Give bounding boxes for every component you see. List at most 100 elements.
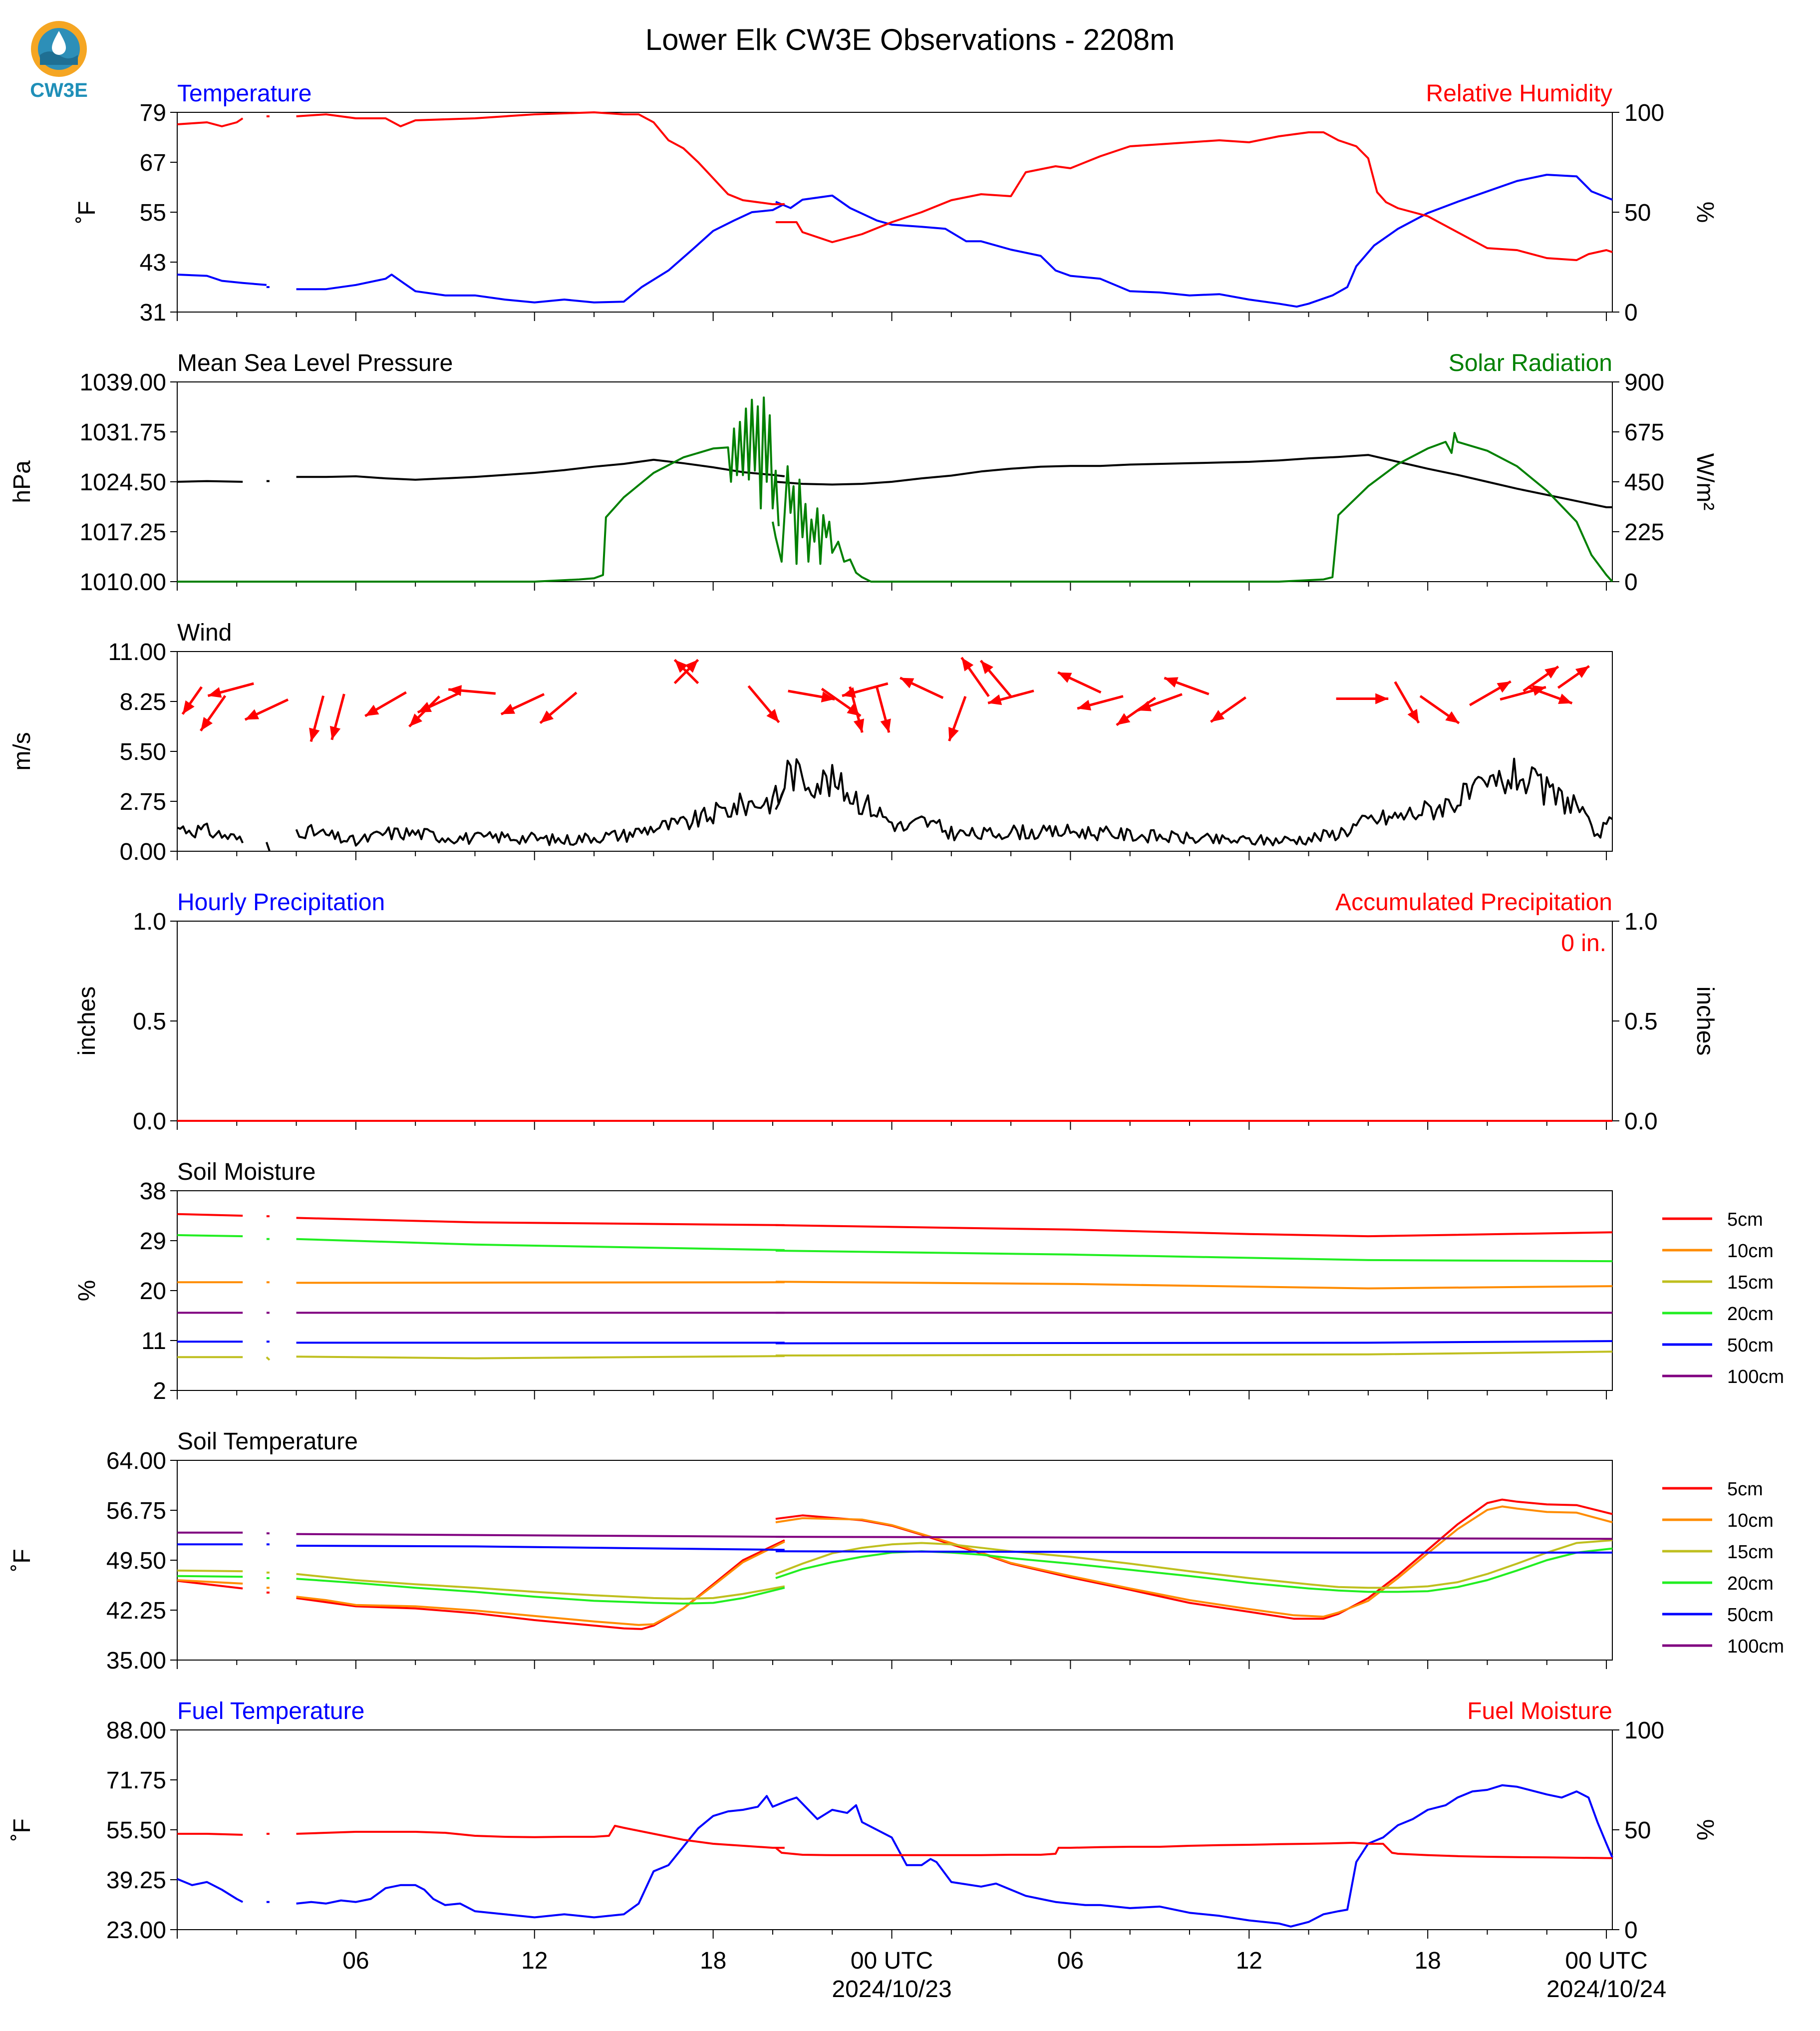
series-line-black [177,480,243,483]
panel-title-left: Fuel Temperature [177,1698,364,1724]
ytick-label-left: 71.75 [106,1767,166,1794]
wind-arrow-icon-head-icon [685,660,698,673]
panel-mslp_solar: Mean Sea Level Pressure Solar Radiation 10… [9,350,1718,596]
panel-title-right: Solar Radiation [1449,350,1612,376]
legend: 5cm 10cm 15cm 20cm 50cm 100cm [1662,1209,1784,1387]
wind-arrow-icon-head-icon [948,726,959,741]
wind-arrow-icon-head-icon [821,691,835,702]
wind-arrow-icon-head-icon [245,709,260,720]
ytick-label-left: 1031.75 [79,419,166,446]
ylabel-left: inches [74,987,100,1056]
series-line-black [295,785,786,847]
series-line-blue [775,174,1613,308]
panel-title-left: Wind [177,620,232,646]
legend-label: 50cm [1727,1335,1774,1356]
wind-arrow-icon-head-icon [961,657,974,672]
series-line-100cm [296,1533,785,1538]
ytick-label-right: 100 [1624,1717,1664,1744]
legend-label: 100cm [1727,1366,1784,1387]
series-line-50cm [775,1550,1612,1554]
wind-arrow-icon-head-icon [417,701,432,712]
series-line-10cm [296,1281,785,1284]
wind-arrow-icon-head-icon [900,677,914,688]
panel-soil_moisture: Soil Moisture 38 29 20 11 2% 5cm 10cm 15cm 20cm 50… [74,1159,1784,1404]
legend-label: 10cm [1727,1241,1774,1262]
wind-arrow-icon-head-icon [208,687,222,698]
series-line-green [771,432,1613,583]
legend-label: 20cm [1727,1573,1774,1594]
date-label: 2024/10/24 [1546,1976,1666,2003]
legend-label: 5cm [1727,1209,1763,1230]
wind-arrow-icon-head-icon [448,685,462,696]
panel-title-left: Soil Moisture [177,1159,315,1185]
plot-frame [177,651,1613,852]
wind-arrow-icon-head-icon [1407,708,1419,723]
wind-arrow-icon-head-icon [1575,666,1589,678]
ylabel-left: ˚F [9,1549,35,1571]
ylabel-right: W/m² [1692,453,1718,511]
wind-arrow-icon-head-icon [880,718,891,733]
wind-arrow-icon-head-icon [1544,667,1558,678]
date-label: 2024/10/23 [832,1976,951,2003]
ytick-label-left: 43 [140,250,166,276]
series-line-red [775,1842,1613,1859]
panel-title-right: Accumulated Precipitation [1335,889,1612,916]
ytick-label-left: 0.00 [120,839,166,865]
wind-arrow-icon-head-icon [1116,713,1131,725]
xtick-label: 06 [1057,1948,1084,1974]
series-line-black [177,822,244,844]
wind-arrow-icon-head-icon [182,700,195,714]
wind-arrow-icon-head-icon [1137,700,1152,711]
series-line-red [296,1825,785,1849]
ytick-label-right: 50 [1624,200,1651,226]
series-line-5cm [296,1217,785,1226]
series-line-red [177,117,244,127]
ytick-label-right: 1.0 [1624,909,1658,935]
ytick-label-right: 0 [1624,569,1638,596]
ytick-label-left: 49.50 [106,1548,166,1574]
legend-label: 15cm [1727,1272,1774,1293]
panel-title-left: Temperature [177,80,311,107]
series-line-black [775,757,1613,847]
wind-arrow-icon-head-icon [365,704,379,716]
wind-arrow-icon-head-icon [766,708,779,722]
wind-arrow-icon-head-icon [1497,681,1511,693]
ytick-label-left: 79 [140,100,166,126]
xtick-label: 00 UTC [1565,1948,1647,1974]
logo-text: CW3E [30,79,88,101]
panel-soil_temp: Soil Temperature 64.00 56.75 49.50 42.25 35.0… [9,1428,1784,1674]
wind-arrow-icon-head-icon [674,660,688,673]
ytick-label-left: 1024.50 [79,469,166,496]
series-line-15cm [775,1351,1613,1356]
panel-title-left: Hourly Precipitation [177,889,385,916]
ytick-label-left: 5.50 [120,739,166,765]
ytick-label-left: 67 [140,150,166,176]
series-line-20cm [775,1250,1613,1263]
ytick-label-left: 55 [140,200,166,226]
series-line-10cm [296,1541,785,1626]
series-line-10cm [177,1579,243,1585]
plot-frame [177,112,1613,313]
series-line-blue [296,1784,1613,1928]
ytick-label-right: 675 [1624,419,1664,446]
ytick-label-left: 88.00 [106,1717,166,1744]
panel-precip: Hourly Precipitation Accumulated Precipit… [74,889,1718,1135]
wind-arrow-icon-head-icon [201,717,213,731]
plot-frame [177,1729,1613,1930]
wind-arrow-icon-head-icon [980,661,993,675]
wind-arrow-icon-head-icon [1558,693,1572,704]
series-line-blue [177,274,267,286]
ytick-label-right: 0 [1624,1917,1638,1944]
ylabel-right: % [1692,1819,1718,1841]
figure-title: Lower Elk CW3E Observations - 2208m [645,23,1175,56]
series-line-50cm [296,1545,785,1551]
ytick-label-left: 55.50 [106,1817,166,1844]
wind-arrow-icon-head-icon [501,703,516,714]
plot-frame [177,1460,1613,1661]
ytick-label-left: 23.00 [106,1917,166,1944]
ytick-label-left: 29 [140,1228,166,1255]
series-line-50cm [775,1340,1613,1345]
wind-arrow-icon-head-icon [1164,677,1179,688]
series-line-15cm [775,1539,1613,1589]
ytick-label-left: 1010.00 [79,569,166,596]
